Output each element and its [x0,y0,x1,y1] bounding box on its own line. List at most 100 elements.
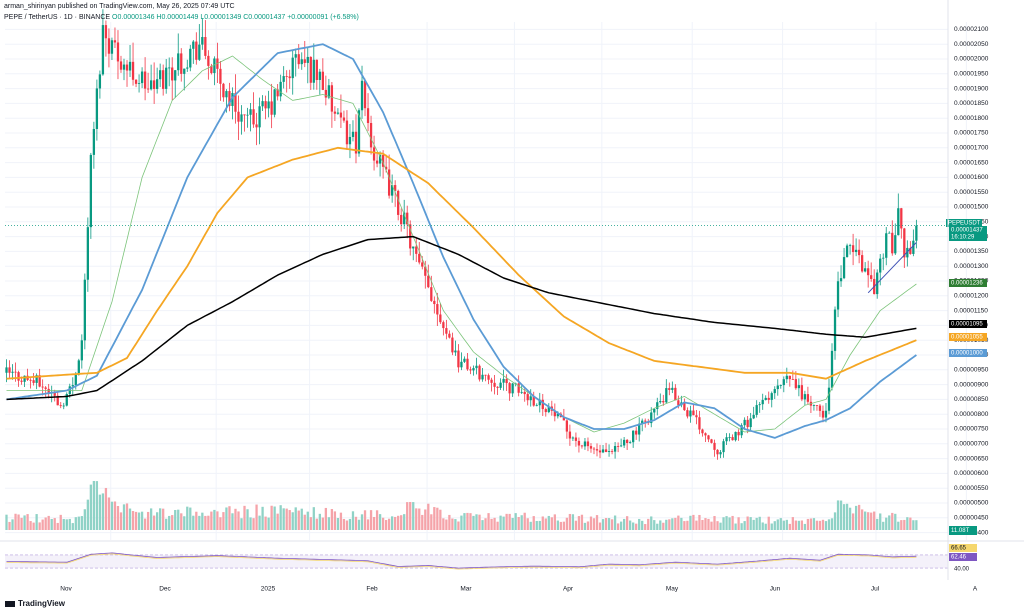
volume-bar [201,512,204,530]
candle-body [11,371,14,373]
candle-body [134,79,138,84]
volume-bar [240,518,243,530]
volume-bar [577,516,581,530]
volume-bar [592,518,596,530]
candle-body [758,404,761,406]
price-tag-label: PEPEUSDT [948,221,981,227]
candle-body [77,360,80,375]
volume-bar [318,513,321,530]
candle-body [734,431,737,441]
volume-bar [291,512,294,530]
candle-body [619,445,623,447]
volume-bar [41,519,44,530]
volume-bar [17,514,20,530]
volume-bar [171,515,174,530]
candle-body [415,246,418,254]
volume-bar [532,516,535,530]
volume-bar [357,519,361,530]
candle-body [53,392,56,396]
candle-body [791,379,794,380]
candle-body [830,350,834,388]
volume-bar [737,517,740,530]
candle-body [113,40,117,43]
candle-body [162,70,165,89]
volume-bar [607,518,611,530]
rsi-band [5,554,948,569]
candle-body [767,397,770,400]
volume-bar [95,481,99,530]
volume-bar [888,515,891,530]
volume-bar [707,518,710,530]
candle-body [662,400,665,403]
volume-bar [198,515,201,530]
candle-body [752,414,755,419]
volume-bar [312,507,315,530]
volume-bar [390,516,394,530]
time-axis-label: Feb [366,586,378,593]
candle-body [403,212,406,225]
volume-bar [755,517,758,530]
candle-body [677,400,680,406]
candle-body [306,56,309,63]
candle-body [665,388,668,403]
candle-body [659,400,662,403]
volume-bar [821,519,825,530]
tradingview-logo[interactable]: TradingView [5,599,65,608]
candle-body [32,380,35,383]
volume-bar [695,520,698,530]
candle-body [258,106,261,128]
volume-bar [180,513,183,530]
volume-bar [656,523,659,530]
candle-body [580,445,584,447]
volume-bar [803,523,807,530]
volume-bar [815,520,819,530]
volume-bar [116,505,120,530]
candle-body [915,225,918,241]
price-axis-tick: 0.00001650 [954,159,989,166]
volume-bar [433,507,436,530]
candle-body [62,405,65,407]
volume-bar [324,507,328,530]
candle-body [725,437,728,442]
candle-body [372,147,376,161]
volume-bar [83,509,86,530]
price-axis-tick: 0.00000900 [954,381,989,388]
candle-body [168,67,171,69]
candle-body [668,388,671,390]
candle-body [219,68,222,84]
candle-body [842,257,846,279]
volume-bar [252,518,255,530]
candle-body [577,440,581,446]
candle-body [14,371,17,373]
candle-body [731,437,734,441]
candle-body [95,88,99,129]
volume-bar [113,501,117,530]
volume-bar [773,521,776,530]
volume-bar [857,504,861,530]
volume-bar [550,517,553,530]
volume-bar [225,507,228,530]
candle-body [297,54,300,65]
candle-body [342,117,346,121]
candle-body [523,391,526,395]
volume-bar [345,520,349,530]
candle-body [312,59,315,83]
candle-body [622,439,626,446]
volume-bar [415,508,418,530]
volume-bar [427,503,430,530]
volume-bar [794,520,797,530]
candle-body [803,394,807,400]
candle-body [192,41,195,49]
candle-body [812,405,816,406]
price-axis-tick: 0.00001850 [954,100,989,107]
candle-body [5,367,8,373]
candle-body [363,80,367,109]
candle-body [716,449,719,455]
rsi-tag-label: 62.46 [951,555,967,561]
candle-body [318,71,321,80]
candle-body [74,374,77,386]
candle-body [719,452,722,455]
ma-blue-line [6,43,917,439]
candle-body [273,89,276,115]
volume-bar [894,513,897,530]
